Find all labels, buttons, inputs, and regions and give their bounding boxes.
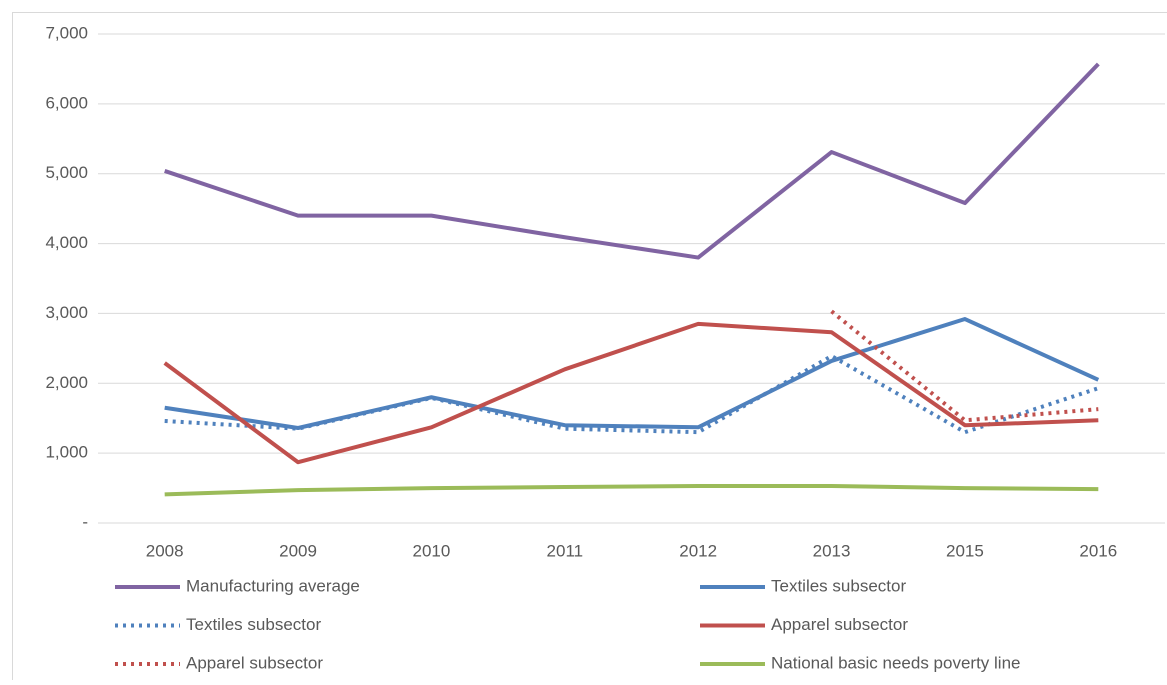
x-tick-label: 2010 xyxy=(413,541,451,560)
y-tick-label: - xyxy=(82,512,88,531)
legend-label: Manufacturing average xyxy=(186,576,360,595)
y-tick-label: 7,000 xyxy=(45,23,88,42)
x-tick-label: 2012 xyxy=(679,541,717,560)
y-tick-label: 4,000 xyxy=(45,233,88,252)
legend-label: Textiles subsector xyxy=(771,576,906,595)
y-tick-label: 2,000 xyxy=(45,373,88,392)
x-tick-label: 2011 xyxy=(547,541,584,560)
y-tick-label: 5,000 xyxy=(45,163,88,182)
legend-label: Apparel subsector xyxy=(771,615,908,634)
legend-label: National basic needs poverty line xyxy=(771,653,1020,672)
x-tick-label: 2015 xyxy=(946,541,984,560)
x-tick-label: 2013 xyxy=(813,541,851,560)
y-tick-label: 6,000 xyxy=(45,93,88,112)
series-line xyxy=(165,319,1099,428)
legend-label: Apparel subsector xyxy=(186,653,323,672)
x-tick-label: 2009 xyxy=(279,541,317,560)
x-tick-label: 2016 xyxy=(1079,541,1117,560)
y-tick-label: 1,000 xyxy=(45,443,88,462)
y-tick-label: 3,000 xyxy=(45,303,88,322)
x-tick-label: 2008 xyxy=(146,541,184,560)
series-line xyxy=(165,64,1099,258)
legend-label: Textiles subsector xyxy=(186,615,321,634)
series-line xyxy=(165,324,1099,462)
series-line xyxy=(165,486,1099,494)
series-line xyxy=(832,311,1099,420)
